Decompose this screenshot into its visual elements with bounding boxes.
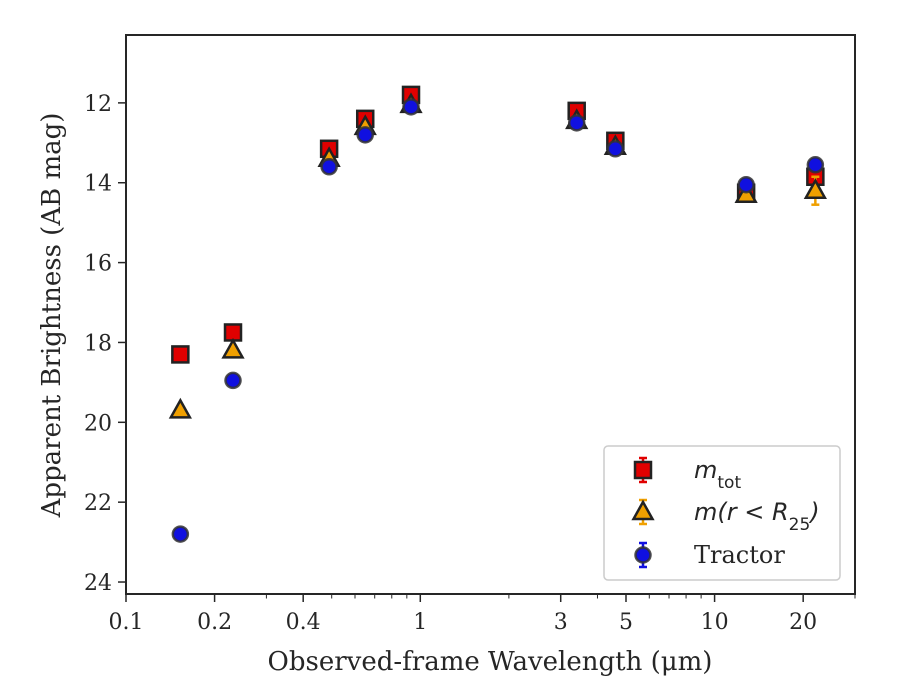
data-point bbox=[171, 345, 190, 364]
data-point bbox=[402, 98, 420, 116]
axes-frame bbox=[125, 34, 856, 595]
y-tick-label: 24 bbox=[84, 571, 112, 596]
y-tick-label: 12 bbox=[84, 92, 112, 117]
y-tick-label: 16 bbox=[84, 252, 112, 277]
series-mr25 bbox=[168, 92, 827, 419]
data-point bbox=[606, 140, 625, 158]
data-point bbox=[320, 158, 338, 176]
x-tick-label: 0.2 bbox=[197, 610, 232, 635]
data-point bbox=[737, 175, 755, 194]
legend-label: mtot bbox=[694, 456, 741, 493]
legend-label: m(r < R25) bbox=[694, 498, 820, 535]
plot-area bbox=[168, 85, 827, 543]
x-tick-label: 1 bbox=[413, 610, 427, 635]
x-tick-label: 20 bbox=[789, 610, 817, 635]
y-tick-label: 20 bbox=[84, 411, 112, 436]
legend-marker bbox=[633, 460, 653, 480]
legend-marker bbox=[631, 499, 655, 521]
legend-label: Tractor bbox=[694, 541, 785, 569]
data-point bbox=[168, 397, 192, 419]
data-point bbox=[806, 156, 825, 174]
legend-box bbox=[603, 445, 841, 581]
y-tick-label: 18 bbox=[84, 331, 112, 356]
x-tick-label: 0.1 bbox=[109, 610, 144, 635]
y-tick-label: 22 bbox=[84, 491, 112, 516]
series-tractor bbox=[171, 98, 825, 543]
x-axis-label: Observed-frame Wavelength (μm) bbox=[268, 647, 713, 677]
data-point bbox=[356, 126, 374, 144]
x-axis: 0.1 0.2 0.4 1 3 5 10 20 bbox=[109, 594, 856, 635]
series-mtot bbox=[171, 85, 825, 364]
y-tick-label: 14 bbox=[84, 172, 112, 197]
data-point bbox=[171, 525, 190, 543]
legend: mtot m(r < R25) Tractor bbox=[603, 445, 841, 581]
legend-marker bbox=[634, 546, 652, 564]
data-point bbox=[221, 337, 245, 359]
axes-border bbox=[125, 34, 856, 595]
y-axis: 12 14 16 18 20 22 24 bbox=[84, 92, 126, 596]
data-point bbox=[224, 371, 242, 390]
x-tick-label: 0.4 bbox=[286, 610, 321, 635]
x-tick-label: 5 bbox=[619, 610, 633, 635]
data-point bbox=[567, 114, 586, 132]
x-tick-label: 3 bbox=[554, 610, 568, 635]
x-tick-label: 10 bbox=[701, 610, 729, 635]
data-point bbox=[803, 178, 827, 199]
y-axis-label: Apparent Brightness (AB mag) bbox=[37, 113, 67, 519]
